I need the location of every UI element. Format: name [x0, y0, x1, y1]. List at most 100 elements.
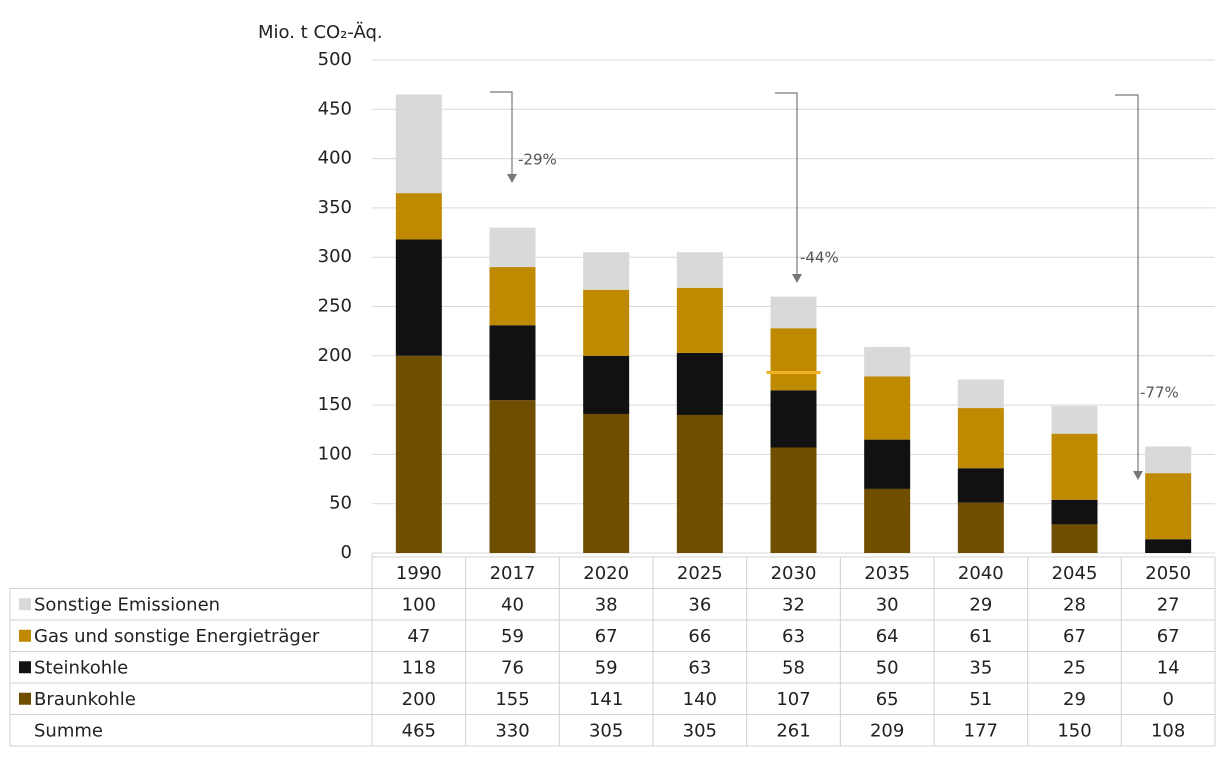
bar-segment — [864, 376, 911, 440]
table-value: 155 — [495, 689, 529, 710]
bar-segment — [583, 355, 630, 414]
bar-segment — [957, 502, 1004, 553]
row-label: Summe — [34, 720, 103, 741]
y-tick-label: 200 — [318, 345, 352, 366]
bar-segment — [395, 239, 442, 356]
y-tick-label: 300 — [318, 246, 352, 267]
legend-label: Gas und sonstige Energieträger — [34, 626, 320, 647]
table-value: 30 — [876, 594, 899, 615]
bar-segment — [957, 408, 1004, 469]
table-value: 47 — [407, 626, 430, 647]
legend-swatch — [19, 598, 31, 611]
table-value: 118 — [402, 657, 436, 678]
table-value: 141 — [589, 689, 623, 710]
bar-segment — [770, 296, 817, 329]
table-value: 14 — [1157, 657, 1180, 678]
table-value: 29 — [969, 594, 992, 615]
bar-segment — [489, 325, 536, 401]
table-value: 76 — [501, 657, 524, 678]
table-value: 64 — [876, 626, 899, 647]
table-value: 40 — [501, 594, 524, 615]
annotation-arrow — [1115, 94, 1139, 472]
bar-segment — [864, 346, 911, 377]
y-tick-label: 400 — [318, 148, 352, 169]
table-value: 25 — [1063, 657, 1086, 678]
bar-segment — [395, 355, 442, 553]
legend-swatch — [19, 629, 31, 642]
table-value: 50 — [876, 657, 899, 678]
x-tick-label: 2030 — [771, 563, 817, 584]
table-value: 0 — [1162, 689, 1173, 710]
bar-segment — [770, 447, 817, 553]
y-axis-label: Mio. t CO₂-Äq. — [258, 22, 383, 43]
table-value: 107 — [776, 689, 810, 710]
bar-segment — [770, 328, 817, 391]
table-value: 330 — [495, 720, 529, 741]
table-value: 67 — [595, 626, 618, 647]
table-value: 465 — [402, 720, 436, 741]
bar-segment — [1051, 433, 1098, 500]
table-value: 65 — [876, 689, 899, 710]
table-value: 38 — [595, 594, 618, 615]
table-value: 108 — [1151, 720, 1185, 741]
table-value: 305 — [589, 720, 623, 741]
legend-label: Sonstige Emissionen — [34, 594, 220, 615]
x-tick-label: 2020 — [583, 563, 629, 584]
bar-segment — [1051, 499, 1098, 525]
bar-segment — [583, 289, 630, 356]
table-value: 36 — [688, 594, 711, 615]
bar-segment — [583, 413, 630, 553]
bar-segment — [676, 252, 723, 288]
table-value: 27 — [1157, 594, 1180, 615]
annotation: -29% — [518, 151, 557, 169]
table-value: 100 — [402, 594, 436, 615]
bar-segment — [583, 252, 630, 290]
bar-segment — [489, 400, 536, 553]
table-value: 32 — [782, 594, 805, 615]
arrow-head — [507, 174, 517, 183]
table-value: 150 — [1057, 720, 1091, 741]
table-value: 63 — [688, 657, 711, 678]
annotation: -44% — [800, 249, 839, 267]
annotation: -77% — [1140, 384, 1179, 402]
table-value: 61 — [969, 626, 992, 647]
arrow-head — [1133, 471, 1143, 480]
table-value: 59 — [595, 657, 618, 678]
table-value: 305 — [683, 720, 717, 741]
y-tick-label: 150 — [318, 394, 352, 415]
bar-segment — [1145, 446, 1192, 474]
table-value: 209 — [870, 720, 904, 741]
x-tick-label: 2045 — [1052, 563, 1098, 584]
x-tick-label: 2040 — [958, 563, 1004, 584]
table-value: 35 — [969, 657, 992, 678]
x-tick-label: 2035 — [864, 563, 910, 584]
bar-segment — [676, 352, 723, 415]
bar-segment — [489, 267, 536, 326]
bar-segment — [1051, 406, 1098, 434]
table-value: 28 — [1063, 594, 1086, 615]
table-value: 63 — [782, 626, 805, 647]
y-tick-label: 0 — [341, 542, 352, 563]
bar-segment — [395, 193, 442, 240]
annotation-arrow — [490, 91, 513, 175]
table-value: 58 — [782, 657, 805, 678]
bar-segment — [957, 379, 1004, 409]
legend-swatch — [19, 692, 31, 705]
table-value: 67 — [1157, 626, 1180, 647]
table-value: 59 — [501, 626, 524, 647]
table-value: 261 — [776, 720, 810, 741]
y-tick-label: 100 — [318, 443, 352, 464]
bar-segment — [489, 227, 536, 268]
y-tick-label: 500 — [318, 49, 352, 70]
legend-label: Braunkohle — [34, 689, 136, 710]
table-value: 66 — [688, 626, 711, 647]
y-tick-label: 450 — [318, 98, 352, 119]
bar-segment — [1145, 539, 1192, 553]
bar-segment — [864, 488, 911, 553]
table-value: 67 — [1063, 626, 1086, 647]
legend-label: Steinkohle — [34, 657, 128, 678]
y-tick-label: 250 — [318, 296, 352, 317]
annotation-arrow — [775, 92, 798, 275]
